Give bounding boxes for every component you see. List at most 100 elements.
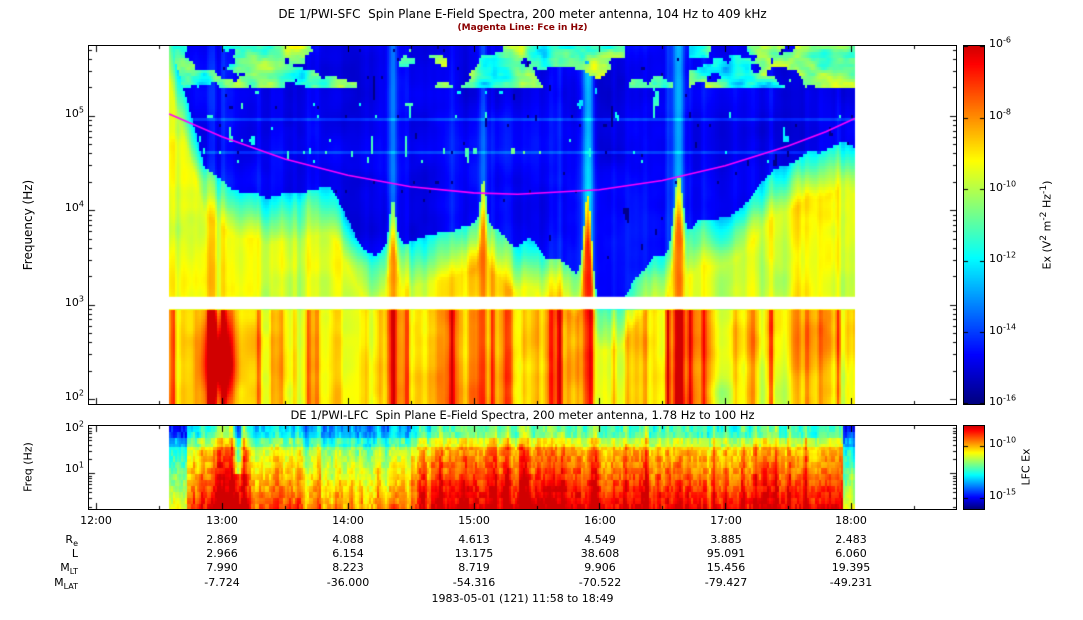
log-tick-label: 102 xyxy=(38,419,84,434)
ephemeris-row-label-mlt: MLT xyxy=(30,561,78,577)
sfc-title: DE 1/PWI-SFC Spin Plane E-Field Spectra,… xyxy=(278,7,767,21)
ephemeris-value: 4.613 xyxy=(458,533,490,546)
log-tick-label: 10-15 xyxy=(989,487,1017,502)
ephemeris-value: 95.091 xyxy=(706,547,746,560)
x-tick-label: 14:00 xyxy=(332,514,364,527)
cb-label-sup: 2 xyxy=(1037,234,1049,241)
row-label-base: M xyxy=(60,561,70,574)
tick-exponent: -8 xyxy=(1003,107,1011,117)
lfc-title: DE 1/PWI-LFC Spin Plane E-Field Spectra,… xyxy=(290,408,755,422)
ephemeris-value: 2.966 xyxy=(206,547,238,560)
log-tick-label: 10-10 xyxy=(989,179,1017,194)
row-label-sub: e xyxy=(73,539,78,549)
ephemeris-value: 6.060 xyxy=(835,547,867,560)
ephemeris-value: 7.990 xyxy=(206,561,238,574)
tick-exponent: -12 xyxy=(1003,250,1017,260)
ephemeris-value: 3.885 xyxy=(710,533,742,546)
ephemeris-row-label-re: Re xyxy=(30,533,78,549)
row-label-base: L xyxy=(71,547,78,560)
ephemeris-value: 2.869 xyxy=(206,533,238,546)
tick-base: 10 xyxy=(989,109,1003,122)
lfc-colorbar xyxy=(963,425,985,510)
log-tick-label: 105 xyxy=(38,106,84,120)
ephemeris-value: -79.427 xyxy=(704,576,748,589)
x-tick-label: 13:00 xyxy=(206,514,238,527)
tick-exponent: -14 xyxy=(1003,322,1017,332)
log-tick-label: 101 xyxy=(38,460,84,475)
ephemeris-value: 8.719 xyxy=(458,561,490,574)
lfc-colorbar-gradient xyxy=(964,426,984,509)
ephemeris-value: 15.456 xyxy=(706,561,746,574)
row-label-sub: LT xyxy=(69,567,78,577)
lfc-y-axis-label: Freq (Hz) xyxy=(21,442,35,492)
cb-label-sup: -2 xyxy=(1037,211,1049,221)
tick-exponent: -10 xyxy=(1003,179,1017,189)
sfc-colorbar-label: Ex (V2 m-2 Hz-1) xyxy=(1037,180,1054,270)
ephemeris-value: -54.316 xyxy=(452,576,496,589)
sfc-spectrogram-canvas xyxy=(89,46,956,404)
tick-base: 10 xyxy=(989,489,1003,502)
x-tick-label: 17:00 xyxy=(710,514,742,527)
row-label-base: M xyxy=(54,576,64,589)
ephemeris-value: 38.608 xyxy=(580,547,620,560)
sfc-colorbar-gradient xyxy=(964,46,984,404)
log-tick-label: 10-10 xyxy=(989,435,1017,450)
sfc-y-axis-label: Frequency (Hz) xyxy=(21,179,35,271)
tick-exponent: 3 xyxy=(78,294,84,304)
ephemeris-value: 2.483 xyxy=(835,533,867,546)
cb-label-sup: -1 xyxy=(1037,184,1049,194)
tick-base: 10 xyxy=(989,37,1003,50)
ephemeris-value: 4.088 xyxy=(332,533,364,546)
tick-base: 10 xyxy=(989,252,1003,265)
ephemeris-value: 8.223 xyxy=(332,561,364,574)
ephemeris-value: -7.724 xyxy=(204,576,240,589)
tick-base: 10 xyxy=(64,296,79,309)
tick-exponent: -10 xyxy=(1003,435,1017,445)
tick-base: 10 xyxy=(989,395,1003,408)
tick-base: 10 xyxy=(64,462,79,475)
log-tick-label: 10-12 xyxy=(989,250,1017,265)
tick-base: 10 xyxy=(64,421,79,434)
ephemeris-value: 13.175 xyxy=(454,547,494,560)
row-label-base: R xyxy=(65,533,74,546)
lfc-plot-area xyxy=(88,425,957,510)
tick-base: 10 xyxy=(989,437,1003,450)
log-tick-label: 10-6 xyxy=(989,35,1011,50)
log-tick-label: 104 xyxy=(38,200,84,214)
tick-exponent: 2 xyxy=(78,388,84,398)
tick-base: 10 xyxy=(989,324,1003,337)
ephemeris-value: 9.906 xyxy=(584,561,616,574)
cb-label-text: m xyxy=(1040,220,1054,235)
tick-exponent: 1 xyxy=(78,460,84,470)
ephemeris-row-label-mlat: MLAT xyxy=(30,576,78,592)
cb-label-text: Hz xyxy=(1040,193,1054,212)
sfc-colorbar xyxy=(963,45,985,405)
tick-base: 10 xyxy=(64,390,79,403)
tick-exponent: -15 xyxy=(1003,487,1017,497)
tick-base: 10 xyxy=(989,181,1003,194)
log-tick-label: 103 xyxy=(38,294,84,309)
ephemeris-value: -49.231 xyxy=(829,576,873,589)
ephemeris-value: -36.000 xyxy=(326,576,370,589)
sfc-plot-area xyxy=(88,45,957,405)
cb-label-text: ) xyxy=(1040,180,1054,185)
lfc-spectrogram-canvas xyxy=(89,426,956,509)
date-range-caption: 1983-05-01 (121) 11:58 to 18:49 xyxy=(431,592,614,605)
tick-base: 10 xyxy=(64,107,79,120)
ephemeris-row-label-l: L xyxy=(30,547,78,560)
x-tick-label: 18:00 xyxy=(835,514,867,527)
ephemeris-value: -70.522 xyxy=(578,576,622,589)
sfc-subtitle: (Magenta Line: Fce in Hz) xyxy=(457,23,588,33)
log-tick-label: 10-8 xyxy=(989,107,1011,122)
log-tick-label: 10-16 xyxy=(989,393,1017,408)
tick-exponent: -16 xyxy=(1003,393,1017,403)
tick-exponent: -6 xyxy=(1003,35,1011,45)
x-tick-label: 16:00 xyxy=(584,514,616,527)
tick-base: 10 xyxy=(64,201,79,214)
cb-label-text: Ex (V xyxy=(1040,240,1054,270)
row-label-sub: LAT xyxy=(63,582,78,592)
tick-exponent: 2 xyxy=(78,419,84,429)
ephemeris-value: 6.154 xyxy=(332,547,364,560)
ephemeris-value: 4.549 xyxy=(584,533,616,546)
